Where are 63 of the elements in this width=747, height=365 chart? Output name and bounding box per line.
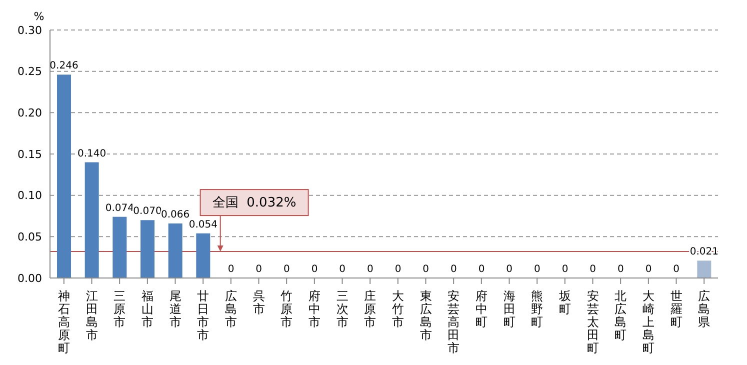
data-label: 0.074 (105, 202, 134, 214)
data-label: 0 (562, 264, 568, 275)
x-tick-label: 世羅町 (670, 289, 682, 329)
data-label: 0.070 (133, 206, 162, 218)
y-tick-label: 0.20 (18, 106, 42, 120)
x-tick-label: 廿日市市 (197, 289, 210, 342)
data-label: 0 (228, 264, 234, 275)
x-tick-label: 江田島市 (86, 289, 98, 342)
x-tick-label: 府中町 (475, 289, 488, 329)
x-tick-label: 安芸太田町 (586, 289, 599, 355)
x-tick-label: 広島県 (698, 289, 710, 329)
y-tick-label: 0.00 (18, 272, 42, 285)
data-label: 0 (256, 264, 262, 275)
data-label: 0 (366, 264, 374, 275)
x-tick-label: 熊野町 (531, 289, 544, 329)
data-label: 0.066 (161, 209, 190, 220)
x-tick-label: 北広島町 (614, 289, 627, 342)
x-tick-label: 安芸高田市 (448, 289, 460, 355)
data-label: 0 (283, 264, 290, 275)
x-tick-label: 三原市 (114, 289, 126, 329)
bar (57, 74, 71, 278)
data-label: 0 (339, 264, 346, 275)
data-label: 0 (645, 264, 652, 275)
y-tick-label: 0.05 (18, 230, 42, 244)
y-tick-label: 0.10 (18, 189, 42, 202)
bar (84, 162, 99, 278)
ref-line-label: 全国 0.032% (212, 196, 296, 211)
x-tick-label: 福山市 (141, 289, 154, 329)
data-label: 0 (311, 264, 318, 275)
data-label: 0 (422, 264, 430, 275)
data-label: 0 (534, 264, 540, 275)
x-tick-label: 神石高原町 (58, 289, 70, 355)
x-tick-label: 東広島市 (420, 289, 432, 342)
data-label: 0.054 (188, 219, 218, 230)
data-label: 0 (617, 264, 624, 275)
x-tick-label: 呉市 (252, 289, 265, 316)
x-tick-label: 三次市 (336, 289, 348, 329)
data-label: 0 (673, 264, 680, 275)
y-tick-label: 0.30 (18, 24, 42, 37)
data-label: 0 (394, 264, 402, 275)
x-tick-label: 大竹市 (392, 289, 404, 329)
data-label: 0 (506, 264, 513, 275)
x-tick-label: 竹原市 (280, 289, 293, 329)
x-tick-label: 海田町 (503, 289, 516, 329)
y-tick-label: 0.15 (18, 148, 42, 161)
x-tick-label: 坂町 (558, 289, 571, 316)
data-label: 0.246 (50, 60, 78, 72)
x-tick-label: 尾道市 (169, 289, 182, 329)
x-tick-label: 大崎上島町 (642, 289, 654, 355)
bar (196, 233, 210, 278)
data-label: 0 (590, 264, 596, 275)
bar (140, 220, 154, 278)
bar (168, 223, 182, 278)
x-tick-label: 庄原市 (364, 289, 376, 329)
data-label: 0.140 (78, 148, 106, 160)
y-tick-label: 0.25 (18, 65, 42, 78)
bar (697, 260, 712, 278)
y-axis-title: % (34, 10, 44, 23)
bar (112, 216, 127, 278)
data-label: 0 (478, 264, 485, 275)
x-tick-label: 広島市 (224, 289, 237, 329)
x-tick-label: 府中市 (308, 289, 320, 329)
data-label: 0 (450, 264, 457, 275)
